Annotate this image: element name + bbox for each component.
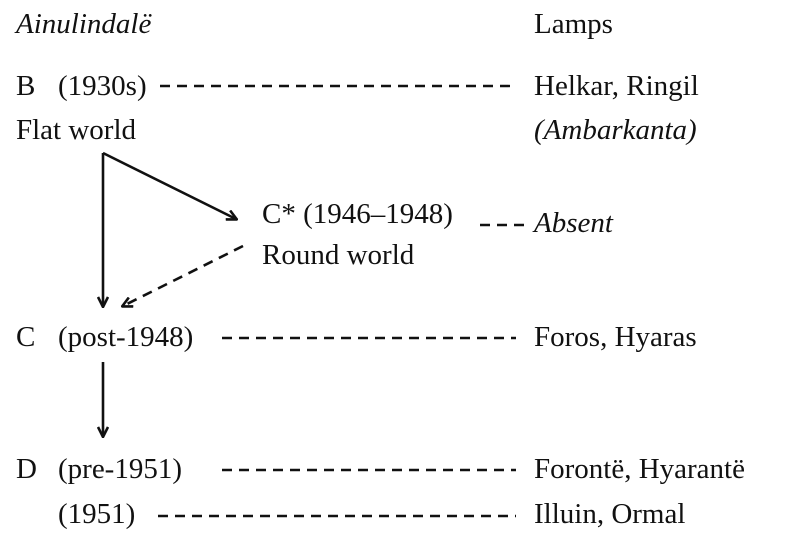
- lamps-b-source: (Ambarkanta): [534, 114, 697, 146]
- node-d-letter: D: [16, 453, 37, 485]
- lamps-d2: Illuin, Ormal: [534, 498, 686, 530]
- lamps-d: Forontë, Hyarantë: [534, 453, 745, 485]
- node-d-date: (pre-1951): [58, 453, 183, 485]
- node-cstar-label: C* (1946–1948): [262, 198, 453, 230]
- lamps-c: Foros, Hyaras: [534, 321, 697, 353]
- arrow-b-to-cstar: [102, 151, 236, 219]
- node-c-letter: C: [16, 321, 36, 353]
- node-b-world: Flat world: [16, 114, 137, 146]
- node-c-date: (post-1948): [58, 321, 194, 353]
- node-cstar-world: Round world: [262, 239, 415, 271]
- node-d2-date: (1951): [58, 498, 136, 530]
- header-ainulindale: Ainulindalë: [16, 8, 152, 40]
- node-b-date: (1930s): [58, 70, 147, 102]
- arrow-cstar-to-c: [123, 244, 244, 306]
- lamps-cstar: Absent: [534, 207, 613, 239]
- header-lamps: Lamps: [534, 8, 613, 40]
- lamps-b: Helkar, Ringil: [534, 70, 699, 102]
- node-b-letter: B: [16, 70, 36, 102]
